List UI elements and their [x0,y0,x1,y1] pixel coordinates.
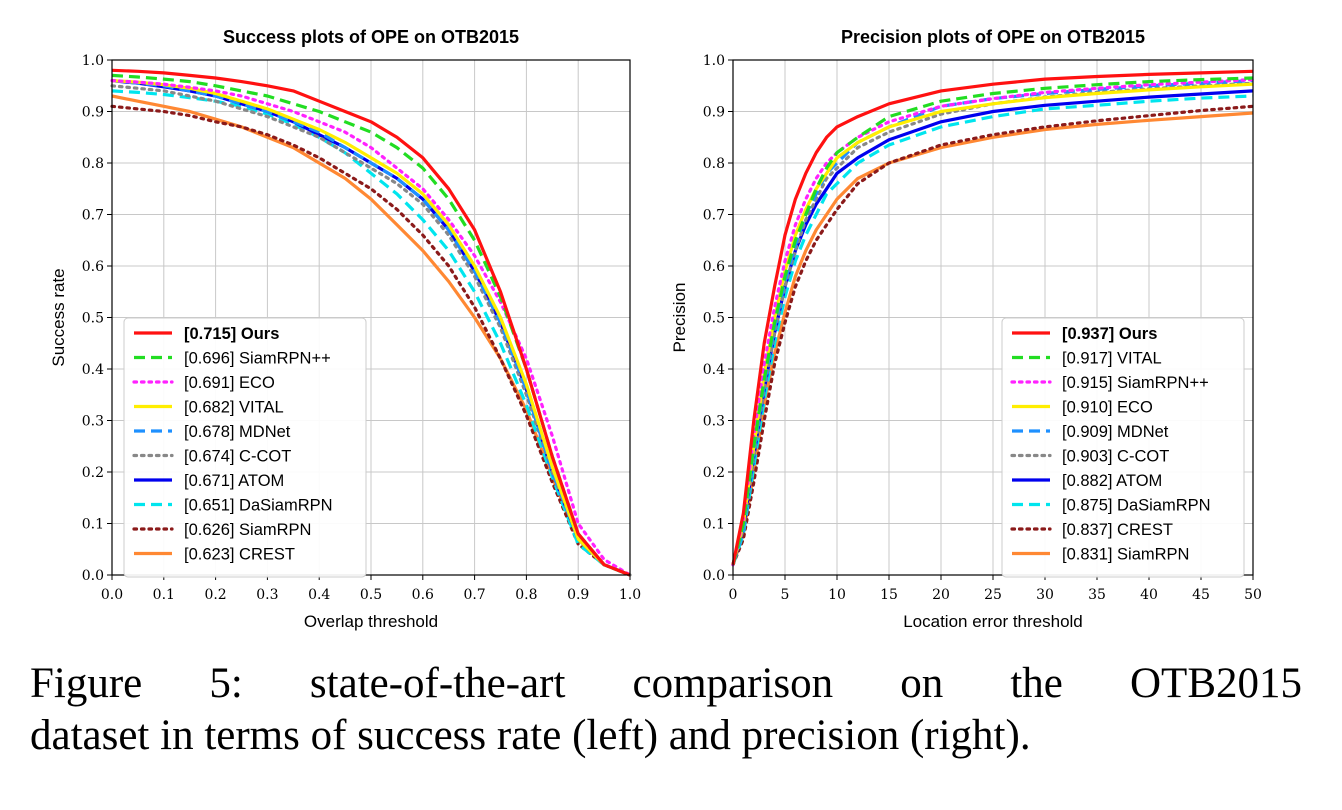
legend-label: [0.678] MDNet [184,423,291,441]
legend-label: [0.837] CREST [1062,521,1173,539]
y-tick-label: 0.7 [703,208,725,224]
y-tick-label: 0.3 [82,414,104,430]
y-tick-label: 0.1 [82,517,104,533]
legend-label: [0.875] DaSiamRPN [1062,497,1211,515]
legend-label: [0.903] C-COT [1062,448,1169,466]
x-tick-label: 0.0 [101,587,123,603]
x-tick-label: 25 [984,587,1002,603]
y-tick-label: 0.6 [82,259,104,275]
x-axis-label: Location error threshold [903,612,1083,631]
legend-label: [0.715] Ours [184,325,279,343]
series-line [731,76,1254,566]
legend: [0.715] Ours [0.696] SiamRPN++ [0.691] ECO… [123,317,367,578]
series-line [111,89,631,577]
legend-label: [0.910] ECO [1062,399,1153,417]
legend-label: [0.915] SiamRPN++ [1062,374,1209,392]
legend-label: [0.626] SiamRPN [184,521,311,539]
x-tick-label: 0 [729,587,738,603]
x-tick-label: 0.1 [153,587,175,603]
legend-label: [0.651] DaSiamRPN [184,497,333,515]
legend-box [1001,317,1245,578]
y-tick-label: 0.5 [703,311,725,327]
y-tick-label: 0.0 [703,568,725,584]
y-tick-label: 0.3 [703,414,725,430]
legend: [0.937] Ours [0.917] VITAL [0.915] SiamRPN… [1001,317,1245,578]
chart-title: Success plots of OPE on OTB2015 [223,27,519,47]
y-axis-label: Precision [670,283,689,353]
x-tick-label: 0.5 [360,587,382,603]
x-tick-label: 50 [1244,587,1262,603]
legend-label: [0.674] C-COT [184,448,291,466]
series-line [111,68,631,577]
y-tick-label: 0.0 [82,568,104,584]
x-tick-label: 5 [781,587,790,603]
y-tick-label: 1.0 [82,53,104,69]
x-tick-label: 35 [1088,587,1106,603]
caption-line-2: dataset in terms of success rate (left) … [30,712,1031,759]
x-tick-label: 45 [1192,587,1210,603]
x-tick-label: 0.4 [308,587,330,603]
y-tick-label: 0.4 [82,362,104,378]
chart-title: Precision plots of OPE on OTB2015 [841,27,1145,47]
y-axis-label: Success rate [49,268,68,366]
y-tick-label: 0.9 [703,105,725,121]
legend-label: [0.671] ATOM [184,472,284,490]
legend-label: [0.623] CREST [184,546,295,564]
series-line [731,94,1254,566]
series-line [111,79,631,577]
y-tick-label: 0.8 [703,156,725,172]
x-tick-label: 0.7 [463,587,485,603]
y-tick-label: 0.5 [82,311,104,327]
series-line [110,78,632,577]
series-group [110,68,632,577]
figure-caption: Figure 5: state-of-the-art comparison on… [30,658,1302,762]
legend-box [123,317,367,578]
legend-label: [0.831] SiamRPN [1062,546,1189,564]
y-tick-label: 0.2 [703,465,725,481]
legend-label: [0.937] Ours [1062,325,1157,343]
y-tick-label: 0.1 [703,517,725,533]
series-line [731,69,1254,566]
x-tick-label: 30 [1036,587,1054,603]
chart-2: 0 5 10 15 20 25 30 35 40 45 50 0.0 0.1 0.2 0.3 0.4 0.5 0.… [670,27,1262,631]
x-tick-label: 20 [932,587,950,603]
y-tick-label: 0.6 [703,259,725,275]
x-tick-label: 15 [880,587,898,603]
x-tick-label: 40 [1140,587,1158,603]
x-tick-label: 1.0 [619,587,641,603]
series-line [731,82,1254,566]
x-tick-label: 0.6 [412,587,434,603]
x-tick-label: 0.9 [567,587,589,603]
series-line [110,104,632,577]
series-group [731,69,1255,567]
x-tick-label: 10 [828,587,846,603]
legend-label: [0.917] VITAL [1062,350,1162,368]
x-axis-label: Overlap threshold [304,612,438,631]
legend-label: [0.691] ECO [184,374,275,392]
figure: 0.0 0.1 0.2 0.3 0.4 0.5 0.6 0.7 0.8 0.9 1.00.00.10… [49,27,1262,631]
y-tick-label: 0.9 [82,105,104,121]
legend-label: [0.682] VITAL [184,399,284,417]
caption-line-1: Figure 5: state-of-the-art comparison on… [30,660,1302,707]
legend-label: [0.882] ATOM [1062,472,1162,490]
x-tick-label: 0.3 [256,587,278,603]
x-tick-label: 0.2 [204,587,226,603]
series-line [731,104,1255,567]
chart-1: 0.0 0.1 0.2 0.3 0.4 0.5 0.6 0.7 0.8 0.9 1.0 0.0 0.1 0… [49,27,641,631]
legend-label: [0.909] MDNet [1062,423,1169,441]
y-tick-label: 0.7 [82,208,104,224]
legend-label: [0.696] SiamRPN++ [184,350,331,368]
y-tick-label: 0.8 [82,156,104,172]
series-line [731,77,1255,567]
y-tick-label: 1.0 [703,53,725,69]
y-tick-label: 0.4 [703,362,725,378]
x-tick-label: 0.8 [515,587,537,603]
y-tick-label: 0.2 [82,465,104,481]
